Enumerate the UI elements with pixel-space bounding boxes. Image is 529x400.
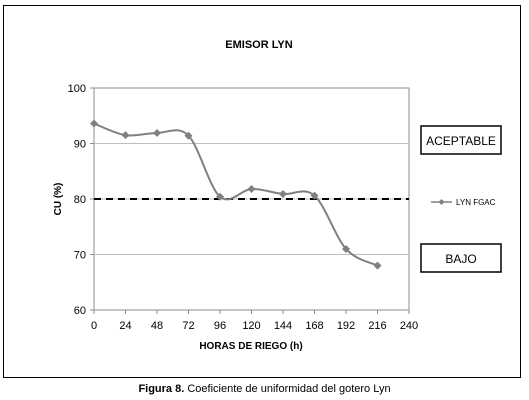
- data-point: [216, 192, 224, 201]
- data-point: [279, 190, 287, 199]
- annotation-aceptable: ACEPTABLE: [420, 125, 502, 155]
- x-tick-label: 72: [182, 320, 194, 332]
- legend-label: LYN FGAC: [456, 198, 496, 207]
- annotation-aceptable-text: ACEPTABLE: [426, 134, 496, 148]
- x-tick-label: 240: [400, 320, 418, 332]
- data-point: [153, 128, 161, 137]
- y-tick-label: 70: [74, 250, 86, 262]
- x-tick-label: 168: [305, 320, 323, 332]
- y-tick-label: 90: [74, 139, 86, 151]
- chart-title: EMISOR LYN: [225, 39, 292, 51]
- series-group: [90, 119, 382, 270]
- data-point: [184, 131, 193, 140]
- y-tick-label: 80: [74, 194, 86, 206]
- y-axis-title: CU (%): [53, 183, 64, 216]
- caption-text: Coeficiente de uniformidad del gotero Ly…: [184, 383, 391, 395]
- x-tick-label: 216: [368, 320, 386, 332]
- x-tick-label: 96: [214, 320, 226, 332]
- annotation-bajo: BAJO: [420, 243, 502, 273]
- x-axis-ticks: 0 24 48 72 96 120 144 168 192 216 240: [91, 310, 418, 332]
- x-axis-title: HORAS DE RIEGO (h): [199, 341, 302, 352]
- x-tick-label: 24: [119, 320, 131, 332]
- annotation-box-bajo: [420, 243, 502, 273]
- data-point: [342, 244, 350, 253]
- data-point: [310, 191, 319, 200]
- figure-frame: EMISOR LYN 60 70 80 90 100 0 24 48 72 96 120 144 16…: [3, 5, 521, 378]
- annotation-box-aceptable: [420, 125, 502, 155]
- chart: EMISOR LYN 60 70 80 90 100 0 24 48 72 96 120 144 16…: [53, 39, 502, 352]
- y-tick-label: 100: [68, 83, 86, 95]
- annotation-bajo-text: BAJO: [445, 252, 476, 266]
- series-line: [93, 122, 378, 267]
- x-tick-label: 144: [274, 320, 292, 332]
- y-axis-ticks: 60 70 80 90 100: [68, 83, 94, 317]
- data-point: [247, 185, 256, 194]
- data-point: [90, 119, 98, 128]
- caption-label: Figura 8.: [138, 383, 185, 395]
- x-tick-label: 192: [337, 320, 355, 332]
- y-tick-label: 60: [74, 305, 86, 317]
- data-point: [121, 131, 130, 140]
- figure-caption: Figura 8. Coeficiente de uniformidad del…: [0, 383, 529, 395]
- legend-marker: [438, 199, 445, 205]
- data-point: [373, 261, 382, 270]
- x-tick-label: 0: [91, 320, 97, 332]
- x-tick-label: 120: [242, 320, 260, 332]
- legend: LYN FGAC: [431, 198, 496, 207]
- x-tick-label: 48: [151, 320, 163, 332]
